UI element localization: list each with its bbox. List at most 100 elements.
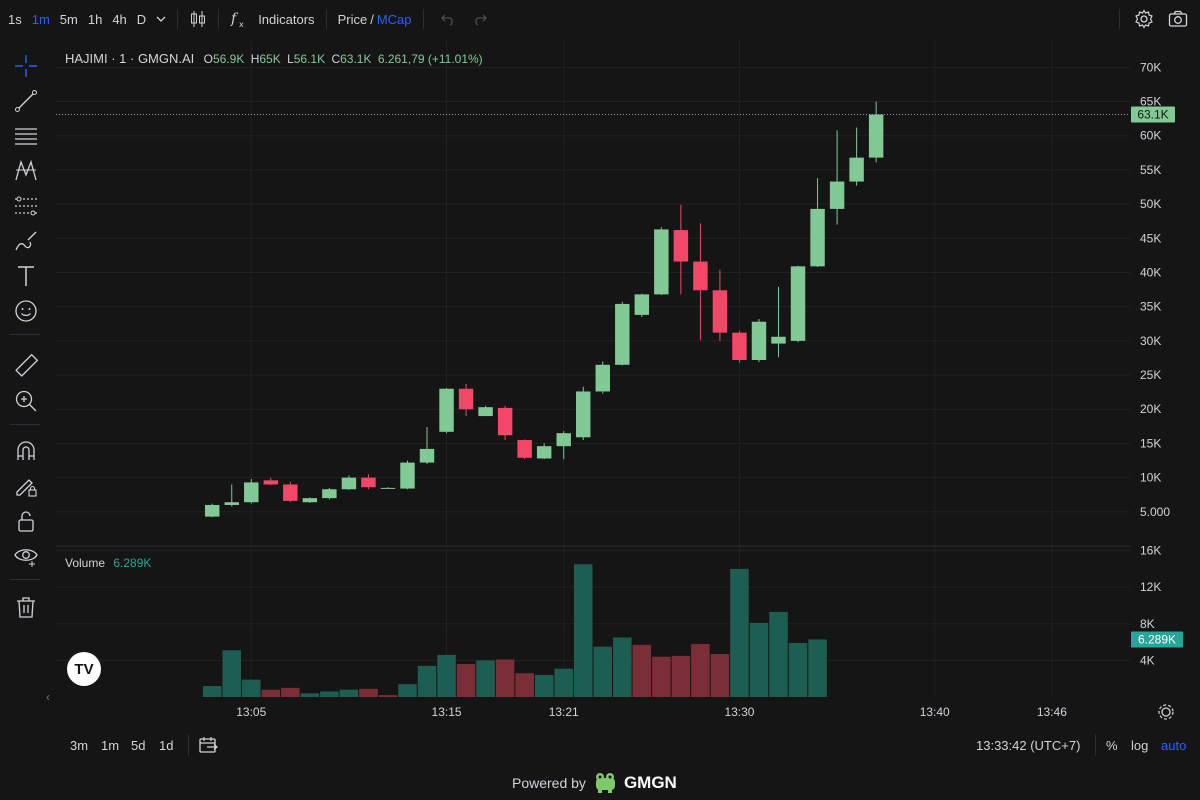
candlestick-series [204, 101, 884, 518]
volume-bar [281, 687, 300, 697]
volume-bar [398, 684, 417, 697]
trash-icon[interactable] [10, 591, 42, 623]
candle-body [458, 388, 474, 410]
range-1d[interactable]: 1d [159, 738, 174, 753]
volume-axis: 4K 8K 12K 16K [1140, 544, 1161, 668]
volume-bar [202, 686, 222, 697]
interval-1s[interactable]: 1s [8, 11, 22, 27]
volume-bar [300, 693, 320, 697]
undo-icon[interactable] [430, 12, 466, 26]
volume-bar [534, 675, 554, 697]
high-label: H [250, 52, 260, 66]
pattern-tool-icon[interactable] [10, 155, 42, 187]
price-toggle[interactable]: Price [337, 11, 368, 27]
price-axis-tick-label: 35K [1140, 300, 1161, 314]
brush-icon[interactable] [10, 225, 42, 257]
grid-lines [56, 40, 1130, 697]
range-3m[interactable]: 3m [70, 738, 89, 753]
time-axis-tick-label: 13:05 [236, 705, 266, 719]
candle-body [204, 504, 220, 517]
candle-body [712, 290, 728, 333]
candle-body [361, 477, 376, 488]
range-5d[interactable]: 5d [131, 738, 146, 753]
volume-bar [613, 637, 632, 697]
svg-text:f: f [230, 11, 239, 27]
percent-scale-toggle[interactable]: % [1106, 738, 1118, 753]
text-tool-icon[interactable] [10, 260, 42, 292]
price-axis-tick-label: 15K [1140, 436, 1161, 450]
candle-body [654, 229, 669, 295]
fib-retracement-icon[interactable] [10, 190, 42, 222]
volume-bar [573, 564, 593, 697]
interval-1m[interactable]: 1m [31, 11, 50, 27]
ohlc-legend: HAJIMI · 1 · GMGN.AI O56.9K H65K L56.1K … [65, 51, 483, 66]
interval-4h[interactable]: 4h [112, 11, 127, 27]
last-price-tag [1131, 106, 1175, 123]
candle-body [556, 433, 571, 447]
volume-legend: Volume 6.289K [65, 556, 151, 570]
trend-line-icon[interactable] [10, 85, 42, 117]
volume-axis-tick-label: 4K [1140, 653, 1155, 667]
ruler-icon[interactable] [10, 350, 42, 382]
volume-bar [730, 568, 749, 697]
candlestick-chart-type-icon[interactable] [184, 9, 212, 29]
redo-icon[interactable] [466, 12, 494, 26]
powered-by-footer: Powered by GMGN [512, 772, 677, 794]
volume-axis-tick-label: 16K [1140, 544, 1161, 558]
candle-body [478, 407, 493, 417]
time-axis-tick-label: 13:46 [1037, 705, 1067, 719]
indicators-button[interactable]: Indicators [258, 11, 315, 27]
settings-gear-icon[interactable] [1126, 9, 1162, 29]
volume-label: Volume [65, 556, 106, 570]
lock-icon[interactable] [10, 505, 42, 537]
zoom-in-icon[interactable] [10, 385, 42, 417]
lock-drawing-icon[interactable] [10, 470, 42, 502]
candle-body [224, 502, 239, 505]
time-axis-tick-label: 13:30 [724, 705, 754, 719]
log-scale-toggle[interactable]: log [1131, 738, 1149, 753]
auto-scale-toggle[interactable]: auto [1161, 738, 1187, 753]
price-axis-tick-label: 50K [1140, 197, 1161, 211]
screenshot-camera-icon[interactable] [1162, 10, 1200, 28]
interval-d[interactable]: D [136, 11, 147, 27]
tradingview-logo[interactable]: TV [67, 652, 101, 686]
interval-1h[interactable]: 1h [87, 11, 103, 27]
volume-bar [417, 665, 437, 697]
interval-5m[interactable]: 5m [59, 11, 78, 27]
eye-icon[interactable] [10, 540, 42, 572]
interval-dropdown-chevron-icon[interactable] [151, 15, 171, 23]
volume-axis-tick-label: 12K [1140, 580, 1161, 594]
high-value: 65K [259, 52, 281, 66]
candle-body [283, 484, 298, 501]
candle-body [576, 391, 591, 438]
change-value: 6.261,79 (+11.01%) [377, 52, 483, 66]
magnet-icon[interactable] [10, 435, 42, 467]
volume-bar [554, 668, 573, 697]
close-label: C [331, 52, 341, 66]
time-axis-settings-icon[interactable] [1158, 704, 1174, 720]
goto-date-calendar-icon[interactable] [198, 735, 218, 758]
clock-timezone[interactable]: 13:33:42 (UTC+7) [976, 738, 1081, 753]
candle-body [322, 489, 337, 499]
horizontal-lines-icon[interactable] [10, 120, 42, 152]
crosshair-icon[interactable] [10, 50, 42, 82]
low-label: L [287, 52, 294, 66]
gmgn-brand: GMGN [623, 773, 677, 792]
collapse-chevron-icon[interactable]: ‹ [46, 690, 50, 704]
price-axis-tick-label: 10K [1140, 471, 1161, 485]
low-value: 56.1K [293, 52, 326, 66]
volume-bar [632, 644, 652, 697]
volume-bar [710, 653, 730, 697]
volume-bar [242, 679, 261, 697]
range-1m[interactable]: 1m [101, 738, 120, 753]
emoji-icon[interactable] [10, 295, 42, 327]
volume-bar [378, 695, 398, 697]
volume-bar [339, 689, 359, 697]
mcap-toggle[interactable]: MCap [376, 11, 412, 27]
last-volume-tag-label: 6.289K [1138, 632, 1176, 646]
time-axis-tick-label: 13:40 [920, 705, 950, 719]
symbol-title[interactable]: HAJIMI · 1 · GMGN.AI [65, 51, 195, 66]
last-price-tag-label: 63.1K [1137, 108, 1168, 122]
